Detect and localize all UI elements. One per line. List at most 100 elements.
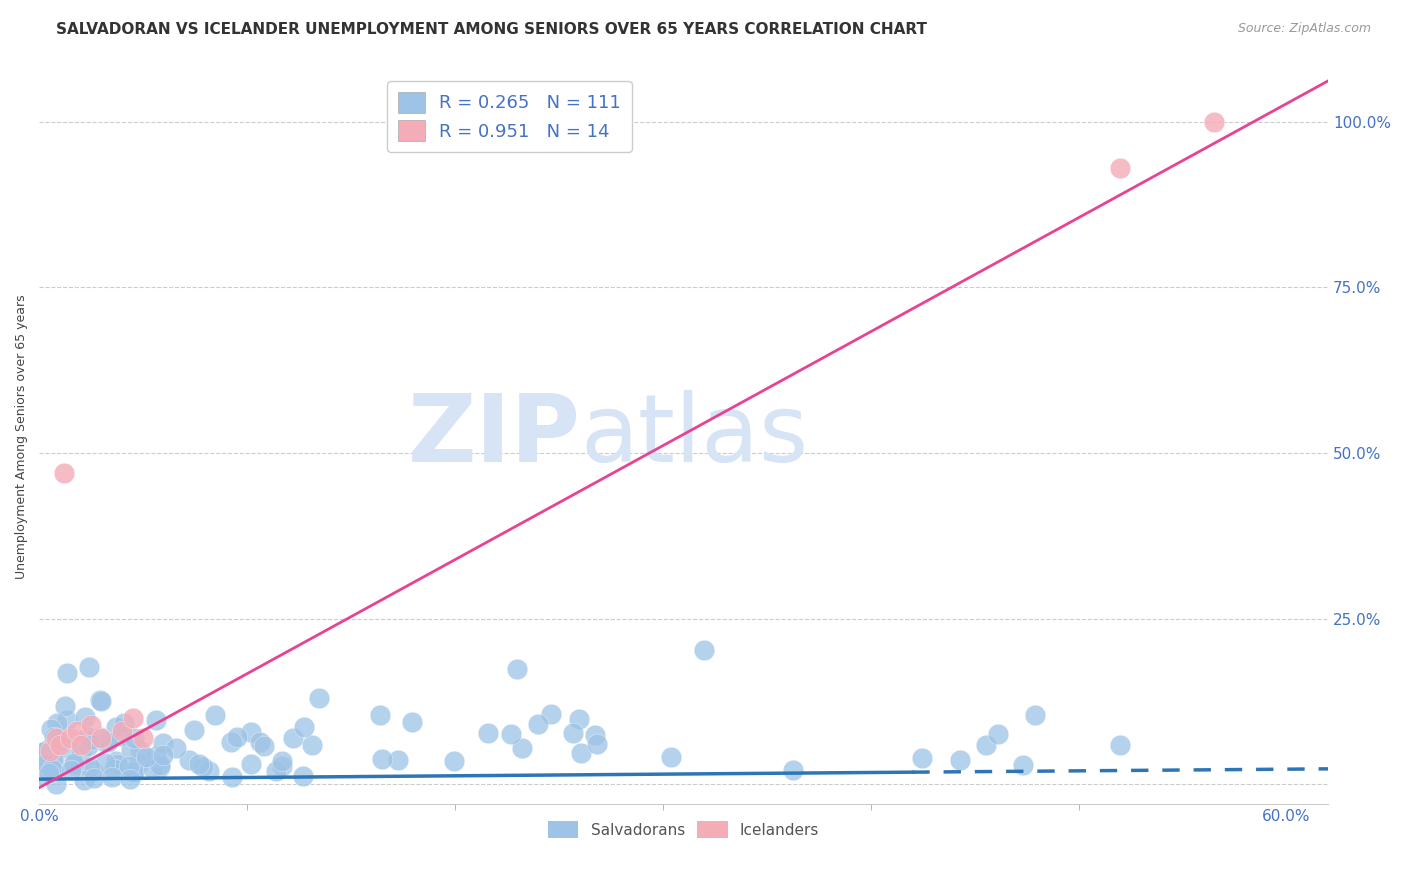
Point <box>120 742 142 756</box>
Point <box>83 771 105 785</box>
Point <box>240 757 263 772</box>
Point <box>281 731 304 746</box>
Point <box>94 756 117 770</box>
Point <box>586 737 609 751</box>
Point <box>30 753 52 767</box>
Point <box>1011 758 1033 772</box>
Point <box>90 694 112 708</box>
Point <box>121 711 143 725</box>
Point <box>79 733 101 747</box>
Text: ZIP: ZIP <box>408 391 581 483</box>
Point <box>1024 707 1046 722</box>
Point <box>910 750 932 764</box>
Point <box>96 734 118 748</box>
Point <box>59 763 82 777</box>
Point <box>128 756 150 770</box>
Point <box>77 730 100 744</box>
Point <box>45 777 67 791</box>
Point <box>120 772 142 786</box>
Point <box>46 715 69 730</box>
Point <box>122 731 145 746</box>
Point <box>149 760 172 774</box>
Point <box>132 731 155 745</box>
Point <box>152 747 174 762</box>
Point <box>77 660 100 674</box>
Legend: Salvadorans, Icelanders: Salvadorans, Icelanders <box>541 814 825 845</box>
Point <box>94 735 117 749</box>
Point <box>45 731 67 745</box>
Point <box>506 662 529 676</box>
Point <box>56 741 79 756</box>
Point <box>135 750 157 764</box>
Point <box>1202 114 1225 128</box>
Point <box>53 698 76 713</box>
Point <box>77 739 100 753</box>
Point <box>693 643 716 657</box>
Point <box>56 713 79 727</box>
Point <box>79 760 101 774</box>
Point <box>32 745 55 759</box>
Point <box>145 713 167 727</box>
Point <box>370 752 392 766</box>
Point <box>301 738 323 752</box>
Point <box>368 708 391 723</box>
Point <box>59 731 82 745</box>
Point <box>292 720 315 734</box>
Point <box>124 764 146 779</box>
Point <box>42 764 65 778</box>
Point <box>249 735 271 749</box>
Point <box>308 691 330 706</box>
Point <box>90 731 112 745</box>
Point <box>121 764 143 778</box>
Point <box>291 769 314 783</box>
Point <box>949 753 972 767</box>
Point <box>37 743 59 757</box>
Point <box>1109 161 1132 175</box>
Text: SALVADORAN VS ICELANDER UNEMPLOYMENT AMONG SENIORS OVER 65 YEARS CORRELATION CHA: SALVADORAN VS ICELANDER UNEMPLOYMENT AMO… <box>56 22 927 37</box>
Point <box>149 758 172 772</box>
Point <box>661 750 683 764</box>
Point <box>41 762 63 776</box>
Point <box>166 740 188 755</box>
Point <box>193 760 215 774</box>
Point <box>111 724 134 739</box>
Point <box>987 727 1010 741</box>
Point <box>44 730 66 744</box>
Point <box>271 755 294 769</box>
Point <box>42 753 65 767</box>
Point <box>110 729 132 743</box>
Point <box>118 759 141 773</box>
Y-axis label: Unemployment Among Seniors over 65 years: Unemployment Among Seniors over 65 years <box>15 294 28 579</box>
Point <box>401 714 423 729</box>
Point <box>145 749 167 764</box>
Point <box>105 756 128 771</box>
Point <box>219 735 242 749</box>
Point <box>70 744 93 758</box>
Point <box>477 726 499 740</box>
Point <box>80 718 103 732</box>
Point <box>225 730 247 744</box>
Point <box>387 753 409 767</box>
Point <box>271 759 294 773</box>
Point <box>105 720 128 734</box>
Point <box>183 723 205 738</box>
Text: Source: ZipAtlas.com: Source: ZipAtlas.com <box>1237 22 1371 36</box>
Point <box>73 710 96 724</box>
Point <box>89 693 111 707</box>
Point <box>510 740 533 755</box>
Point <box>1109 738 1132 752</box>
Point <box>63 756 86 771</box>
Point <box>49 733 72 747</box>
Point <box>567 712 589 726</box>
Point <box>30 768 52 782</box>
Point <box>561 726 583 740</box>
Point <box>142 762 165 776</box>
Point <box>105 754 128 768</box>
Point <box>82 764 104 778</box>
Point <box>73 773 96 788</box>
Point <box>583 728 606 742</box>
Point <box>974 738 997 752</box>
Point <box>204 708 226 723</box>
Point <box>69 738 91 752</box>
Point <box>499 727 522 741</box>
